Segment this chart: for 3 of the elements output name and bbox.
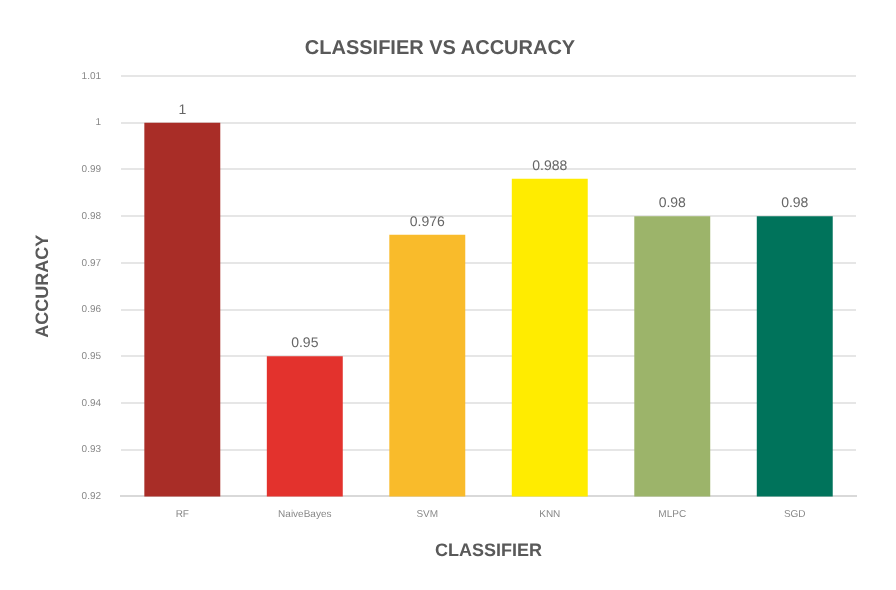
x-axis-title: CLASSIFIER: [435, 540, 544, 561]
y-axis-title: ACCURACY: [31, 234, 52, 338]
chart-title: CLASSIFIER VS ACCURACY: [304, 37, 576, 60]
